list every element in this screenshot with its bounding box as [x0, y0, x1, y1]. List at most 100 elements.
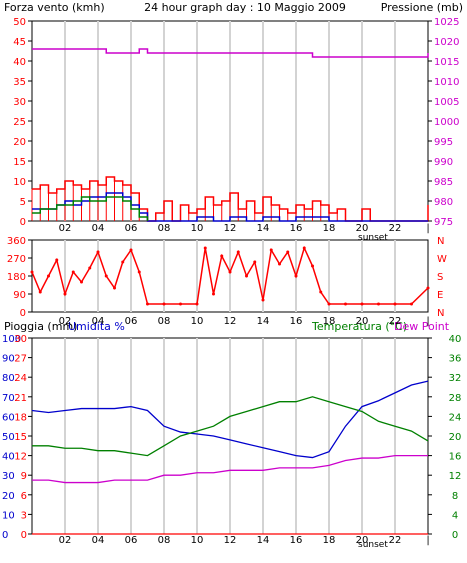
- direction-point: [203, 246, 207, 250]
- sunset-label-top: sunset: [358, 233, 388, 243]
- wind-series-green: [32, 196, 149, 221]
- wind-x-tick-label: 08: [158, 223, 171, 234]
- direction-x-tick-label: 14: [257, 316, 270, 327]
- weather-series-line: [32, 454, 428, 484]
- temperature-y-tick-label: 20: [449, 432, 462, 443]
- weather-x-tick-label: |: [426, 535, 429, 546]
- weather-series-line: [31, 380, 429, 459]
- direction-point: [80, 280, 83, 284]
- wind-y-tick-label: 30: [13, 97, 26, 108]
- direction-point: [311, 264, 314, 268]
- humidity-y-tick-label: 30: [2, 471, 15, 482]
- wind-y-tick-label: 45: [13, 37, 26, 48]
- weather-x-tick-label: 12: [224, 535, 237, 546]
- temperature-y-tick-label: 28: [449, 393, 462, 404]
- humidity-y-tick-label: 90: [2, 354, 15, 365]
- direction-point: [377, 302, 380, 306]
- temperature-y-tick-label: 0: [452, 530, 458, 541]
- direction-x-tick-label: 18: [323, 316, 336, 327]
- direction-point: [410, 302, 413, 306]
- wind-y-tick-label: 20: [13, 137, 26, 148]
- weather-x-tick-label: 14: [257, 535, 270, 546]
- humidity-y-tick-label: 70: [2, 393, 15, 404]
- direction-point: [55, 258, 59, 262]
- direction-point: [71, 270, 75, 274]
- weather-x-tick-label: 22: [389, 535, 402, 546]
- direction-point: [236, 250, 240, 254]
- direction-y-tick-label: 270: [7, 254, 26, 265]
- direction-cardinal-label: S: [437, 272, 443, 283]
- weather-series-line: [32, 396, 429, 457]
- wind-x-tick-label: 04: [92, 223, 105, 234]
- rain-y-tick-label: 21: [14, 393, 27, 404]
- rain-y-tick-label: 15: [14, 432, 27, 443]
- pressure-y-tick-label: 995: [434, 137, 453, 148]
- dewpoint-axis-label: Dew Point: [394, 320, 450, 333]
- wind-series-average: [32, 192, 428, 222]
- direction-cardinal-label: N: [437, 236, 444, 247]
- pressure-y-tick-label: 985: [434, 177, 453, 188]
- direction-x-tick-label: 06: [125, 316, 138, 327]
- direction-point: [121, 260, 125, 264]
- wind-y-tick-label: 25: [13, 117, 26, 128]
- humidity-y-tick-label: 40: [2, 452, 15, 463]
- weather-x-tick-label: 06: [125, 535, 138, 546]
- direction-cardinal-label: E: [437, 290, 443, 301]
- axes-layer: 02 04 06 08 10 12 14 16 18 20 22 |05101520253035404…: [2, 17, 461, 546]
- rain-axis-label: Pioggia (mm): [4, 320, 77, 333]
- temperature-y-tick-label: 8: [452, 491, 458, 502]
- direction-y-tick-label: 180: [7, 272, 26, 283]
- wind-x-tick-label: 10: [191, 223, 204, 234]
- temperature-y-tick-label: 36: [449, 354, 462, 365]
- pressure-y-tick-label: 990: [434, 157, 453, 168]
- direction-point: [104, 274, 108, 278]
- wind-x-tick-label: 06: [125, 223, 138, 234]
- rain-y-tick-label: 12: [14, 452, 27, 463]
- direction-x-tick-label: 04: [92, 316, 105, 327]
- direction-point: [47, 274, 50, 278]
- data-layer: [30, 48, 430, 535]
- wind-x-tick-label: 02: [59, 223, 72, 234]
- grid-layer: [64, 21, 396, 534]
- direction-point: [327, 302, 331, 306]
- direction-point: [96, 250, 100, 254]
- direction-point: [228, 270, 232, 274]
- wind-x-tick-label: |: [426, 223, 429, 234]
- direction-x-tick-label: 22: [389, 316, 402, 327]
- wind-y-tick-label: 0: [20, 217, 26, 228]
- direction-point: [360, 302, 364, 306]
- weather-x-tick-label: 08: [158, 535, 171, 546]
- weather-x-tick-label: 20: [356, 535, 369, 546]
- humidity-axis-label: Umidita %: [68, 320, 125, 333]
- pressure-y-tick-label: 1005: [434, 97, 459, 108]
- pressure-y-tick-label: 1020: [434, 37, 459, 48]
- direction-point: [212, 292, 215, 296]
- wind-y-tick-label: 50: [13, 17, 26, 28]
- direction-point: [278, 262, 281, 266]
- humidity-y-tick-label: 50: [2, 432, 15, 443]
- wind-y-tick-label: 15: [13, 157, 26, 168]
- direction-point: [146, 302, 149, 306]
- wind-axis-label: Forza vento (kmh): [4, 1, 105, 14]
- wind-series-gust: [32, 176, 429, 222]
- direction-series: [31, 245, 429, 305]
- wind-x-tick-label: 14: [257, 223, 270, 234]
- wind-y-tick-label: 40: [13, 57, 26, 68]
- humidity-y-tick-label: 0: [2, 530, 8, 541]
- direction-point: [88, 266, 92, 270]
- direction-point: [253, 260, 257, 264]
- rain-y-tick-label: 0: [21, 530, 27, 541]
- temperature-axis-label: Temperatura (°C): [311, 320, 407, 333]
- rain-y-tick-label: 30: [14, 334, 27, 345]
- pressure-y-tick-label: 1000: [434, 117, 459, 128]
- wind-x-tick-label: 16: [290, 223, 303, 234]
- direction-point: [319, 290, 323, 294]
- direction-point: [137, 270, 141, 274]
- direction-point: [393, 302, 397, 306]
- direction-point: [269, 248, 273, 252]
- rain-y-tick-label: 9: [21, 471, 27, 482]
- wind-y-tick-label: 10: [13, 177, 26, 188]
- temperature-y-tick-label: 4: [452, 510, 458, 521]
- direction-point: [63, 292, 67, 296]
